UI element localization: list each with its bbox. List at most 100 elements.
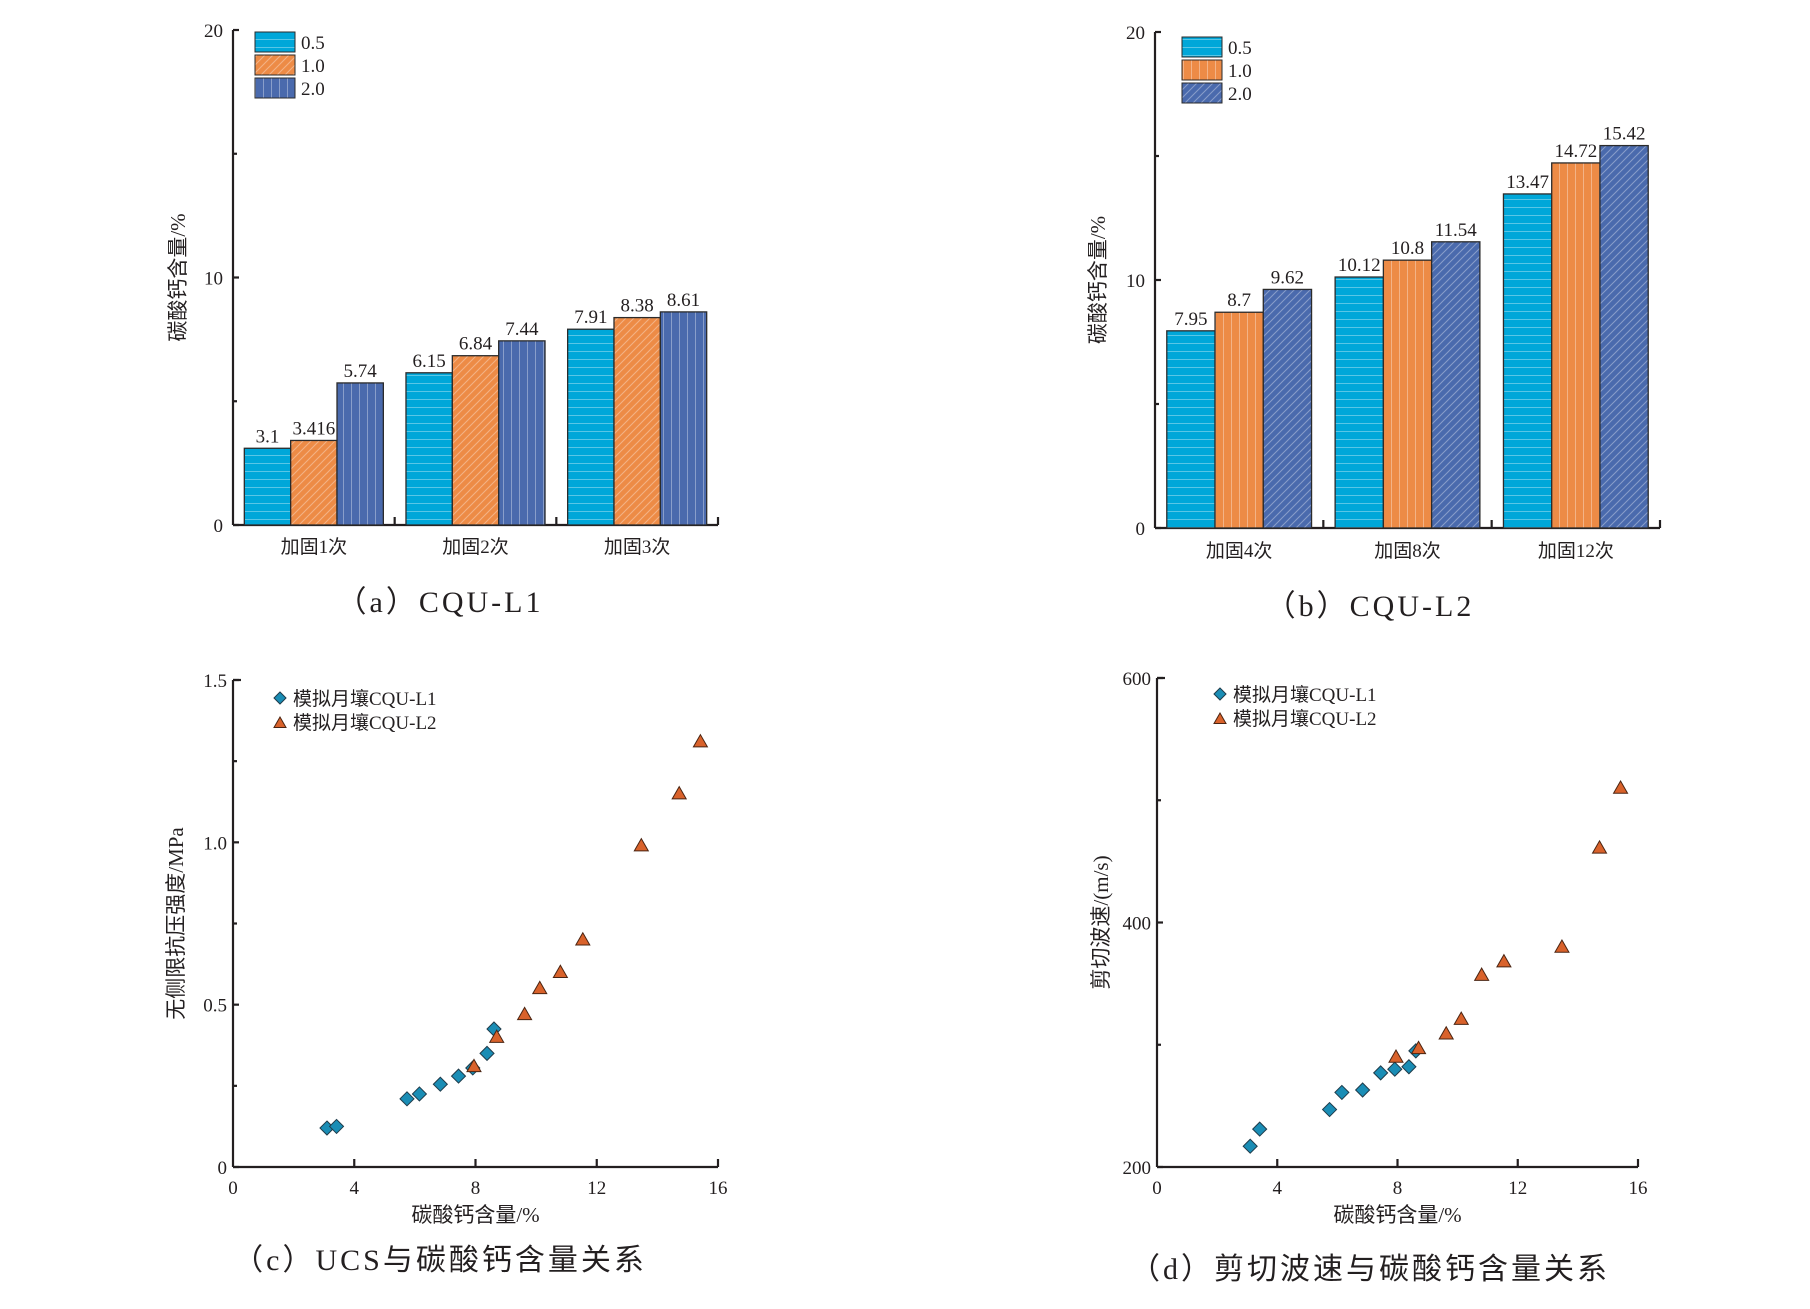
point-triangle bbox=[488, 1029, 505, 1043]
bar-0_5-3 bbox=[567, 328, 615, 526]
bar-value-label: 13.47 bbox=[1506, 172, 1549, 193]
legend-label: 2.0 bbox=[1228, 84, 1252, 105]
legend-label: 2.0 bbox=[301, 79, 325, 100]
figure-caption: （d）剪切波速与碳酸钙含量关系 bbox=[1130, 1253, 1610, 1286]
y-axis-title: 剪切波速/(m/s) bbox=[1089, 855, 1113, 989]
x-category-label: 加固4次 bbox=[1206, 540, 1273, 562]
y-tick-label: 600 bbox=[1123, 669, 1152, 690]
bar-value-label: 7.44 bbox=[505, 319, 539, 340]
bar-value-label: 14.72 bbox=[1554, 141, 1597, 162]
bar-value-label: 9.62 bbox=[1271, 267, 1304, 288]
x-tick-label: 12 bbox=[1508, 1178, 1527, 1199]
figure-caption: （b）CQU-L2 bbox=[1266, 590, 1475, 623]
bar-value-label: 15.42 bbox=[1603, 124, 1646, 145]
y-tick-label: 0 bbox=[214, 516, 224, 537]
legend-swatch-1_0 bbox=[1181, 59, 1223, 81]
legend-label: 0.5 bbox=[1228, 38, 1252, 59]
legend-marker-diamond bbox=[273, 691, 287, 705]
y-tick-label: 200 bbox=[1123, 1158, 1152, 1179]
bar-0_5-2 bbox=[1334, 276, 1385, 529]
point-diamond bbox=[1372, 1065, 1389, 1081]
bar-2_0-1 bbox=[1262, 288, 1313, 529]
panel-d-scatter-chart: 0 4 8 12 16 200 400 600 碳酸钙含量/% 剪切波速/(m/s) 模拟月壤CQU… bbox=[1089, 669, 1648, 1286]
legend: 0.51.02.0 bbox=[254, 31, 325, 100]
legend-label: 模拟月壤CQU-L1 bbox=[1233, 684, 1377, 706]
point-diamond bbox=[1387, 1061, 1403, 1077]
point-triangle bbox=[692, 733, 709, 748]
legend-marker-triangle bbox=[273, 715, 287, 728]
figure-caption: （a）CQU-L1 bbox=[337, 586, 544, 619]
point-diamond bbox=[1334, 1084, 1350, 1101]
x-category-label: 加固8次 bbox=[1374, 540, 1441, 562]
bar-value-label: 8.61 bbox=[667, 290, 700, 311]
x-axis-title: 碳酸钙含量/% bbox=[1333, 1203, 1461, 1227]
point-triangle bbox=[671, 785, 688, 800]
point-diamond bbox=[328, 1118, 345, 1135]
point-triangle bbox=[1496, 953, 1512, 968]
panel-c-scatter-chart: 0 4 8 12 16 0 0.5 1.0 1.5 碳酸钙含量/% 无侧限抗压强度/MPa 模拟月壤C… bbox=[164, 671, 728, 1277]
point-triangle bbox=[466, 1058, 482, 1073]
point-triangle bbox=[531, 980, 548, 995]
legend-swatch-0_5 bbox=[1181, 36, 1223, 58]
x-tick-label: 16 bbox=[709, 1178, 728, 1199]
panel-b-bar-chart: 0 10 20 碳酸钙含量/% 7.95 8.7 9.62 加固4次 10.12 10.8 11.5… bbox=[1086, 23, 1662, 623]
legend-label: 0.5 bbox=[301, 33, 325, 54]
bar-2_0-2 bbox=[498, 340, 546, 526]
point-diamond bbox=[411, 1086, 428, 1102]
legend-swatch-0_5 bbox=[254, 31, 296, 53]
x-tick-label: 8 bbox=[471, 1178, 481, 1199]
y-tick-label: 0 bbox=[1136, 519, 1146, 540]
legend-label: 1.0 bbox=[301, 56, 325, 77]
bar-value-label: 7.91 bbox=[574, 307, 607, 328]
bar-value-label: 10.12 bbox=[1338, 255, 1381, 276]
bar-value-label: 8.7 bbox=[1227, 290, 1251, 311]
bar-1_0-2 bbox=[1382, 259, 1433, 529]
series-1 bbox=[319, 1021, 502, 1136]
bar-1_0-2 bbox=[451, 355, 500, 526]
bar-2_0-3 bbox=[659, 311, 708, 526]
point-triangle bbox=[1453, 1011, 1470, 1025]
y-tick-label: 20 bbox=[204, 21, 223, 42]
bar-value-label: 5.74 bbox=[344, 361, 378, 382]
point-diamond bbox=[479, 1045, 495, 1062]
point-diamond bbox=[450, 1068, 467, 1084]
panel-a-bar-chart: 0 10 20 碳酸钙含量/% 3.1 3.416 5.74 加固1次 6.15 6.84 7.44… bbox=[166, 21, 720, 619]
legend-swatch-2_0 bbox=[254, 77, 296, 99]
x-category-label: 加固3次 bbox=[604, 536, 671, 558]
bar-0_5-2 bbox=[405, 372, 453, 526]
x-category-label: 加固1次 bbox=[281, 536, 348, 558]
series-2 bbox=[1388, 780, 1629, 1063]
bar-value-label: 7.95 bbox=[1174, 309, 1207, 330]
bar-0_5-1 bbox=[1166, 330, 1216, 529]
bar-value-label: 8.38 bbox=[621, 296, 654, 317]
bar-value-label: 6.15 bbox=[413, 351, 446, 372]
series-2 bbox=[466, 733, 709, 1073]
y-axis-title: 无侧限抗压强度/MPa bbox=[164, 827, 188, 1020]
x-category-label: 加固2次 bbox=[442, 536, 509, 558]
bar-2_0-2 bbox=[1430, 241, 1481, 529]
point-triangle bbox=[1438, 1025, 1455, 1040]
legend-swatch-2_0 bbox=[1181, 82, 1223, 104]
point-triangle bbox=[552, 964, 569, 978]
bar-0_5-1 bbox=[243, 447, 292, 526]
x-tick-label: 12 bbox=[587, 1178, 606, 1199]
bar-value-label: 6.84 bbox=[459, 334, 493, 355]
legend-label: 1.0 bbox=[1228, 61, 1252, 82]
point-diamond bbox=[1354, 1082, 1371, 1098]
bar-1_0-1 bbox=[290, 439, 338, 526]
x-tick-label: 8 bbox=[1393, 1178, 1403, 1199]
x-category-label: 加固12次 bbox=[1538, 540, 1614, 562]
point-triangle bbox=[1410, 1040, 1427, 1055]
legend: 0.51.02.0 bbox=[1181, 36, 1252, 105]
figure-caption: （c）UCS与碳酸钙含量关系 bbox=[233, 1244, 647, 1277]
point-diamond bbox=[1251, 1121, 1268, 1137]
legend-label: 模拟月壤CQU-L1 bbox=[293, 688, 437, 710]
series-1 bbox=[1242, 1043, 1424, 1154]
y-tick-label: 10 bbox=[204, 269, 223, 290]
point-triangle bbox=[633, 837, 650, 852]
legend-marker-diamond bbox=[1213, 687, 1227, 701]
y-tick-label: 0.5 bbox=[203, 996, 227, 1017]
bar-1_0-3 bbox=[613, 316, 661, 526]
